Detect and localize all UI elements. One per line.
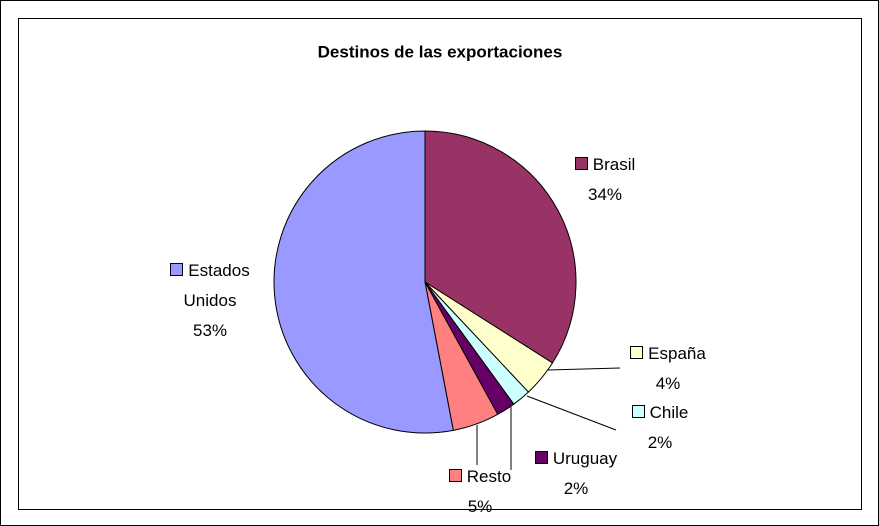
category-label: Brasil [592, 155, 636, 174]
data-label: España 4% [608, 339, 728, 399]
value-label: 53% [192, 321, 228, 340]
category-label: España [648, 344, 706, 363]
legend-swatch [631, 405, 645, 418]
legend-swatch [574, 157, 588, 170]
value-label: 2% [563, 479, 589, 498]
category-label: Uruguay [552, 449, 618, 468]
value-label: 5% [467, 497, 493, 516]
data-label: Resto 5% [420, 462, 540, 522]
data-label: Uruguay 2% [506, 444, 646, 504]
value-label: 4% [655, 374, 681, 393]
legend-swatch [534, 451, 548, 464]
leader-lines [476, 367, 621, 470]
legend-swatch [448, 469, 462, 482]
data-label: Brasil 34% [545, 150, 665, 210]
pie-slice [424, 130, 577, 364]
leader-line [526, 395, 617, 431]
category-label: Chile [649, 403, 689, 422]
leader-line [547, 367, 621, 371]
category-label: Resto [466, 467, 512, 486]
data-label: Estados Unidos 53% [160, 256, 260, 346]
value-label: 2% [647, 433, 673, 452]
legend-swatch [630, 346, 644, 359]
pie [273, 130, 577, 434]
pie-slice [273, 130, 454, 434]
category-label: Estados Unidos [183, 261, 250, 310]
legend-swatch [170, 263, 184, 276]
value-label: 34% [587, 185, 623, 204]
data-label: Chile 2% [600, 398, 720, 458]
chart-title: Destinos de las exportaciones [318, 42, 563, 61]
